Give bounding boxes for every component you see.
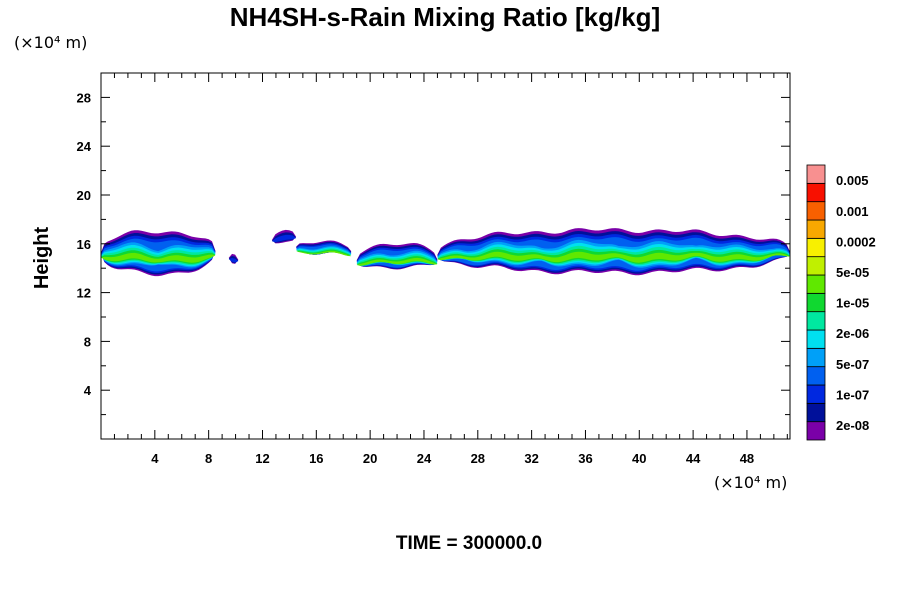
y-axis-unit: (×10⁴ m) — [14, 33, 87, 52]
contour-fill — [101, 252, 216, 263]
x-tick-label: 32 — [524, 451, 538, 466]
y-tick-label: 4 — [84, 383, 92, 398]
x-tick-label: 44 — [686, 451, 701, 466]
data-layer — [101, 228, 790, 277]
colorbar-label: 1e-07 — [836, 387, 869, 402]
colorbar-segment — [806, 292, 826, 313]
x-tick-label: 24 — [417, 451, 432, 466]
colorbar-label: 0.0002 — [836, 234, 876, 249]
x-tick-label: 40 — [632, 451, 646, 466]
colorbar-segment — [806, 402, 826, 423]
field-layer — [101, 228, 790, 277]
colorbar-segment — [806, 421, 826, 441]
colorbar-segment — [806, 164, 826, 184]
colorbar-segment — [806, 311, 826, 331]
x-tick-label: 20 — [363, 451, 377, 466]
colorbar-segment — [806, 201, 826, 221]
colorbar-label: 0.001 — [836, 204, 869, 219]
colorbar-segment — [806, 274, 826, 294]
colorbar-label: 5e-05 — [836, 265, 869, 280]
contour-fill — [437, 251, 790, 263]
colorbar-label: 2e-06 — [836, 326, 869, 341]
x-tick-label: 12 — [255, 451, 269, 466]
colorbar-segment — [806, 237, 826, 258]
x-axis-unit: (×10⁴ m) — [714, 473, 787, 492]
y-tick-label: 16 — [77, 237, 91, 252]
y-tick-label: 28 — [77, 90, 91, 105]
contour-fill — [356, 257, 438, 266]
colorbar-segment — [806, 329, 826, 349]
time-label: TIME = 300000.0 — [396, 533, 542, 554]
colorbar-label: 5e-07 — [836, 357, 869, 372]
contour-fill — [271, 234, 297, 243]
x-tick-label: 48 — [740, 451, 754, 466]
x-tick-label: 4 — [151, 451, 159, 466]
y-tick-label: 20 — [77, 188, 91, 203]
x-tick-label: 36 — [578, 451, 592, 466]
y-tick-label: 8 — [84, 334, 91, 349]
colorbar-label: 1e-05 — [836, 296, 869, 311]
x-tick-label: 28 — [471, 451, 485, 466]
x-tick-label: 16 — [309, 451, 323, 466]
colorbar-segment — [806, 384, 826, 404]
plot-frame — [100, 72, 791, 440]
colorbar-segment — [806, 256, 826, 276]
colorbar-label: 2e-08 — [836, 418, 869, 433]
contour-fill — [296, 250, 352, 257]
y-tick-label: 24 — [77, 139, 92, 154]
colorbar-segment — [806, 182, 826, 203]
colorbar: 2e-08 1e-07 5e-07 2e-06 1e-05 5e-05 0.0002 0.00… — [806, 164, 876, 441]
y-axis-label: Height — [31, 227, 53, 290]
colorbar-segment — [806, 219, 826, 239]
contour-fill — [228, 258, 239, 263]
colorbar-segment — [806, 347, 826, 368]
colorbar-label: 0.005 — [836, 173, 869, 188]
chart-title: NH4SH-s-Rain Mixing Ratio [kg/kg] — [230, 2, 660, 32]
y-tick-label: 12 — [77, 286, 91, 301]
x-tick-label: 8 — [205, 451, 212, 466]
colorbar-segment — [806, 366, 826, 386]
